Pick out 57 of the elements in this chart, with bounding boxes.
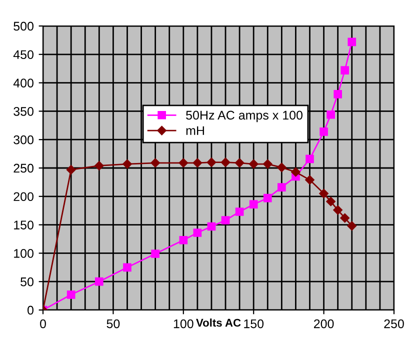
point <box>333 205 342 215</box>
point <box>305 175 314 185</box>
point <box>151 250 160 258</box>
point <box>94 277 104 286</box>
point <box>278 183 286 192</box>
point <box>206 158 216 167</box>
point <box>340 66 350 74</box>
point <box>340 213 350 223</box>
point <box>179 236 188 244</box>
point <box>263 194 272 202</box>
point <box>319 188 328 198</box>
point <box>347 221 357 231</box>
y-tick-label: 350 <box>14 107 34 116</box>
point <box>263 159 272 169</box>
point <box>306 154 314 164</box>
x-axis-title: Volts AC <box>196 318 241 327</box>
x-tick-label: 250 <box>384 319 404 328</box>
point <box>248 159 258 169</box>
x-tick-label: 0 <box>40 319 46 328</box>
point <box>178 158 188 168</box>
point <box>192 158 202 168</box>
point <box>348 38 356 46</box>
point <box>235 208 244 216</box>
x-tick-label: 200 <box>314 319 334 328</box>
y-tick-label: 400 <box>13 78 34 88</box>
point <box>221 216 230 224</box>
point <box>150 158 160 168</box>
x-tick-label: 150 <box>244 319 264 328</box>
legend-label: mH <box>186 126 204 135</box>
y-tick-label: 50 <box>20 277 34 286</box>
point <box>277 162 286 172</box>
y-tick-label: 100 <box>14 249 34 258</box>
point <box>320 127 328 136</box>
y-tick-label: 150 <box>14 220 34 230</box>
point <box>66 165 76 174</box>
point <box>207 222 216 231</box>
point <box>66 290 76 299</box>
point <box>122 159 132 169</box>
point <box>123 263 132 272</box>
point <box>249 200 258 209</box>
x-tick-label: 100 <box>174 319 194 328</box>
point <box>94 161 104 170</box>
y-tick-label: 0 <box>28 306 34 315</box>
y-tick-label: 450 <box>13 50 34 60</box>
x-tick-label: 50 <box>106 319 120 328</box>
y-tick-label: 500 <box>14 22 34 31</box>
y-tick-label: 250 <box>14 164 34 173</box>
point <box>193 228 202 237</box>
point <box>334 90 342 98</box>
point <box>234 158 244 168</box>
point <box>326 196 336 206</box>
legend-label: 50Hz AC amps x 100 <box>186 110 302 122</box>
point <box>220 158 230 167</box>
point <box>326 110 335 119</box>
y-tick-label: 200 <box>14 192 34 202</box>
point <box>291 167 300 177</box>
y-tick-label: 300 <box>14 135 34 144</box>
